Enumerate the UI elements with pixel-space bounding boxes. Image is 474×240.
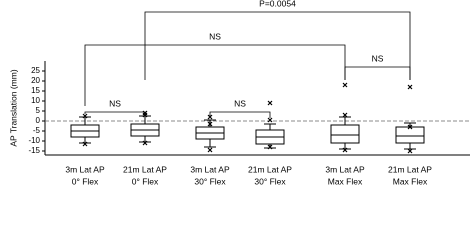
- outlier: [142, 112, 148, 118]
- outlier: [207, 121, 213, 127]
- outlier: [342, 82, 348, 88]
- outlier: [407, 148, 413, 154]
- x-tick-label: 30° Flex: [194, 176, 226, 186]
- y-tick-label: -10: [28, 136, 40, 145]
- x-tick-label: 21m Lat AP: [123, 164, 167, 174]
- bracket: [209, 111, 271, 118]
- x-tick-label: 21m Lat AP: [248, 164, 292, 174]
- annotation: NS: [234, 98, 246, 108]
- x-tick-label: Max Flex: [393, 176, 428, 186]
- outlier: [267, 100, 273, 106]
- outlier: [407, 124, 413, 130]
- y-axis-label: AP Translation (mm): [8, 69, 18, 146]
- bracket: [84, 111, 146, 114]
- outlier: [82, 113, 88, 119]
- y-tick-label: 25: [31, 66, 40, 75]
- x-tick-label: 3m Lat AP: [325, 164, 365, 174]
- outlier: [82, 141, 88, 147]
- bracket: [344, 66, 411, 80]
- x-tick-label: 0° Flex: [72, 176, 99, 186]
- annotation: NS: [109, 98, 121, 108]
- outlier: [342, 147, 348, 153]
- y-tick-label: 20: [31, 76, 40, 85]
- x-tick-label: 3m Lat AP: [65, 164, 105, 174]
- outlier: [342, 112, 348, 118]
- bracket: [84, 44, 346, 106]
- x-tick-label: 30° Flex: [254, 176, 286, 186]
- outlier: [267, 117, 273, 123]
- y-tick-label: 0: [36, 116, 41, 125]
- outlier: [207, 114, 213, 120]
- x-tick-label: Max Flex: [328, 176, 363, 186]
- annotation: NS: [372, 53, 384, 63]
- box: [330, 124, 360, 144]
- x-tick-label: 21m Lat AP: [388, 164, 432, 174]
- x-tick-label: 0° Flex: [132, 176, 159, 186]
- y-tick-label: 15: [31, 86, 40, 95]
- y-tick-label: 10: [31, 96, 40, 105]
- outlier: [142, 140, 148, 146]
- y-tick-label: -15: [28, 146, 40, 155]
- y-tick-label: 5: [36, 106, 41, 115]
- y-tick-label: -5: [33, 126, 41, 135]
- annotation: NS: [209, 31, 221, 41]
- x-tick-label: 3m Lat AP: [190, 164, 230, 174]
- box: [395, 126, 425, 144]
- outlier: [207, 147, 213, 153]
- outlier: [267, 144, 273, 150]
- outlier: [407, 84, 413, 90]
- annotation: P=0.0054: [259, 0, 296, 8]
- bracket: [144, 11, 411, 80]
